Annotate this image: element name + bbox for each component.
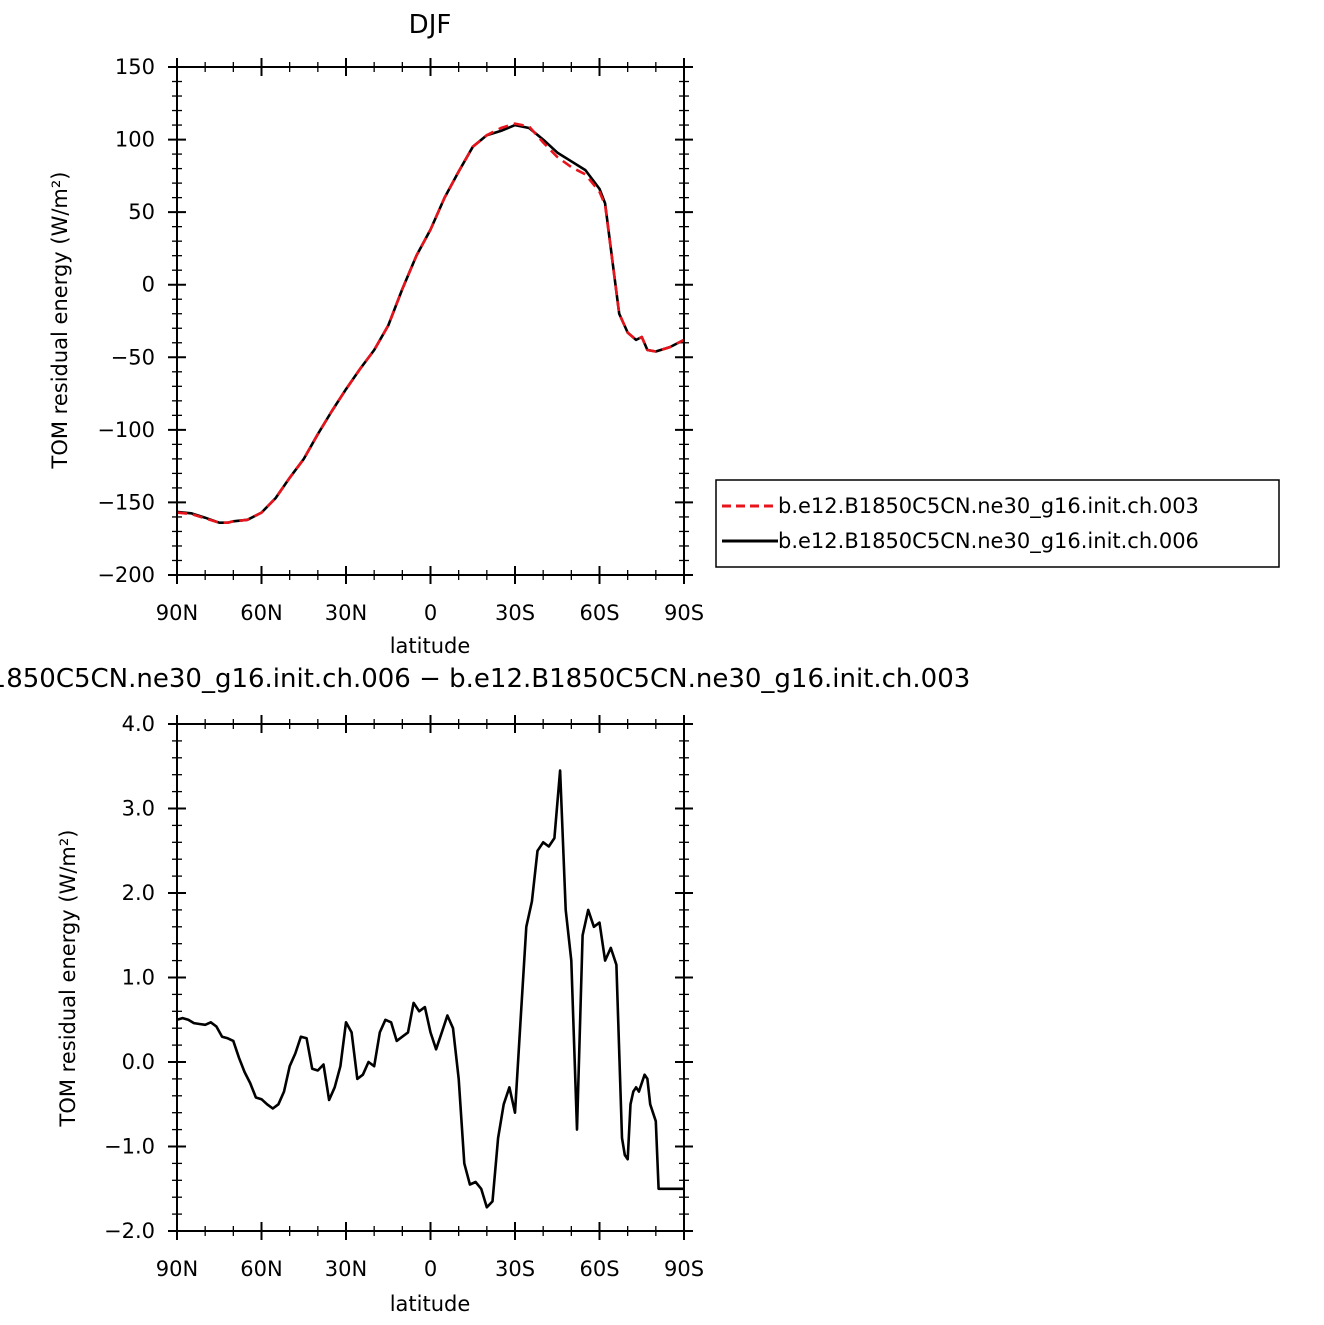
bottom-y-tick-labels: 4.0 3.0 2.0 1.0 0.0 −1.0 −2.0 [104, 712, 155, 1243]
top-axis-ticks [168, 58, 693, 584]
x-tick-label: 30S [495, 1257, 535, 1281]
top-x-axis-label: latitude [390, 634, 471, 658]
y-tick-label: 2.0 [122, 881, 155, 905]
bottom-plot-frame [176, 723, 685, 1232]
top-x-tick-labels: 90N 60N 30N 0 30S 60S 90S [156, 601, 704, 625]
difference-chart-title: b.e12.B1850C5CN.ne30_g16.init.ch.006 − b… [0, 664, 970, 694]
x-tick-label: 0 [424, 1257, 437, 1281]
y-tick-label: 0.0 [122, 1050, 155, 1074]
series-line-0 [176, 769, 684, 1209]
series-line-1 [176, 123, 685, 525]
y-tick-label: −100 [97, 418, 155, 442]
legend-label-003: b.e12.B1850C5CN.ne30_g16.init.ch.003 [778, 494, 1199, 519]
y-tick-label: 0 [142, 273, 155, 297]
top-y-tick-labels: 150 100 50 0 −50 −100 −150 −200 [97, 55, 155, 587]
x-tick-label: 90N [156, 601, 198, 625]
x-tick-label: 30N [325, 1257, 367, 1281]
x-tick-label: 30S [495, 601, 535, 625]
x-tick-label: 60N [240, 1257, 282, 1281]
x-tick-label: 90N [156, 1257, 198, 1281]
bottom-series-lines [176, 769, 684, 1209]
x-tick-label: 90S [664, 601, 704, 625]
bottom-y-axis-label: TOM residual energy (W/m²) [56, 830, 80, 1128]
bottom-panel: b.e12.B1850C5CN.ne30_g16.init.ch.006 − b… [0, 664, 970, 1316]
x-tick-label: 0 [424, 601, 437, 625]
series-line-0 [176, 122, 685, 525]
y-tick-label: −1.0 [104, 1135, 155, 1159]
y-tick-label: 3.0 [122, 797, 155, 821]
x-tick-label: 30N [325, 601, 367, 625]
x-tick-label: 60N [240, 601, 282, 625]
y-tick-label: −2.0 [104, 1219, 155, 1243]
legend-label-006: b.e12.B1850C5CN.ne30_g16.init.ch.006 [778, 529, 1199, 554]
y-tick-label: 50 [128, 200, 155, 224]
y-tick-label: −50 [111, 345, 155, 369]
x-tick-label: 60S [579, 1257, 619, 1281]
y-tick-label: −200 [97, 563, 155, 587]
bottom-x-tick-labels: 90N 60N 30N 0 30S 60S 90S [156, 1257, 704, 1281]
y-tick-label: 1.0 [122, 966, 155, 990]
legend: b.e12.B1850C5CN.ne30_g16.init.ch.003 b.e… [715, 479, 1280, 568]
x-tick-label: 60S [579, 601, 619, 625]
top-series-lines [176, 122, 685, 525]
top-plot-frame [176, 66, 685, 576]
chart-title: DJF [409, 10, 452, 40]
top-y-axis-label: TOM residual energy (W/m²) [48, 172, 72, 470]
y-tick-label: 4.0 [122, 712, 155, 736]
x-tick-label: 90S [664, 1257, 704, 1281]
legend-box [715, 479, 1280, 568]
top-panel: DJF 150 100 50 0 −50 −100 −150 −200 90N 60N 30N 0 3… [48, 10, 704, 658]
y-tick-label: 150 [115, 55, 155, 79]
bottom-x-axis-label: latitude [390, 1292, 471, 1316]
y-tick-label: −150 [97, 490, 155, 514]
y-tick-label: 100 [115, 128, 155, 152]
bottom-axis-ticks [168, 715, 693, 1240]
